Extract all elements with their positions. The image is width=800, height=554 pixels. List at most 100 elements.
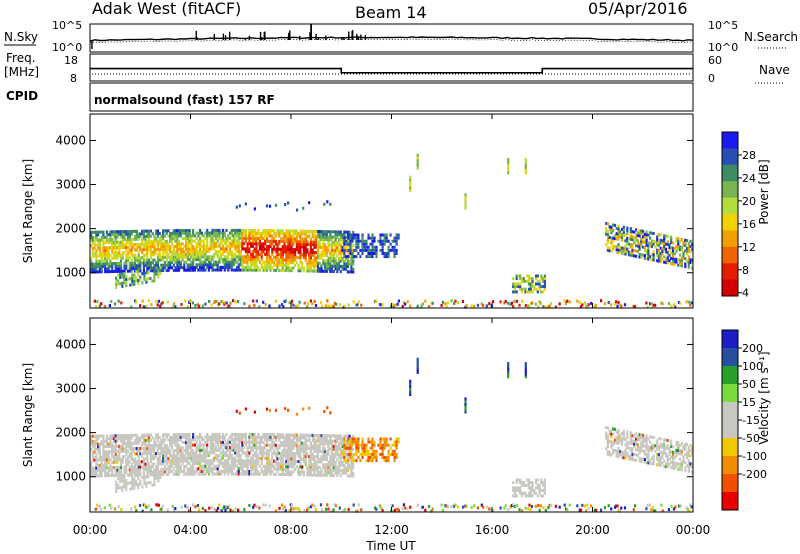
data-cell <box>332 458 335 462</box>
data-cell <box>251 255 254 259</box>
data-cell <box>125 230 128 233</box>
data-cell <box>134 229 137 233</box>
data-cell <box>123 278 126 282</box>
data-cell <box>684 249 687 253</box>
data-cell <box>133 480 136 484</box>
data-cell <box>336 246 339 250</box>
data-cell <box>619 439 622 443</box>
data-cell <box>510 301 513 305</box>
data-cell <box>348 230 351 234</box>
data-cell <box>383 459 386 463</box>
y-tick-label: 3000 <box>55 178 86 192</box>
data-cell <box>167 438 170 442</box>
data-cell <box>320 434 323 438</box>
data-cell <box>165 253 168 257</box>
data-cell <box>308 253 311 257</box>
data-cell <box>95 434 98 438</box>
data-cell <box>90 437 93 441</box>
data-cell <box>258 435 261 439</box>
data-cell <box>237 255 240 259</box>
data-cell <box>255 467 258 471</box>
data-cell <box>133 486 136 490</box>
data-cell <box>232 448 235 452</box>
data-cell <box>211 258 214 261</box>
data-cell <box>535 478 538 482</box>
data-cell <box>162 449 165 453</box>
data-cell <box>512 486 515 490</box>
data-cell <box>316 473 320 477</box>
data-cell <box>409 189 412 192</box>
data-cell <box>397 236 400 240</box>
data-cell <box>635 244 638 248</box>
data-cell <box>119 267 123 271</box>
data-cell <box>280 303 284 306</box>
data-cell <box>299 454 302 458</box>
data-cell <box>642 245 645 249</box>
data-cell <box>199 242 202 246</box>
data-cell <box>276 467 279 471</box>
data-cell <box>186 255 189 259</box>
data-cell <box>324 304 328 308</box>
data-cell <box>302 229 305 233</box>
data-cell <box>361 452 364 456</box>
data-cell <box>197 234 200 238</box>
data-cell <box>691 242 694 246</box>
data-cell <box>100 238 103 242</box>
data-cell <box>144 242 147 246</box>
data-cell <box>250 268 253 272</box>
data-cell <box>109 238 112 242</box>
data-cell <box>343 446 346 450</box>
data-cell <box>278 304 281 308</box>
data-cell <box>253 472 256 476</box>
data-cell <box>188 242 191 246</box>
data-cell <box>626 239 629 243</box>
data-cell <box>375 255 378 259</box>
data-cell <box>192 231 195 235</box>
data-cell <box>540 489 543 493</box>
data-cell <box>262 470 265 474</box>
data-cell <box>125 243 128 247</box>
data-cell <box>387 452 390 456</box>
data-cell <box>313 267 316 270</box>
data-cell <box>338 241 341 245</box>
data-cell <box>149 276 152 280</box>
data-cell <box>409 178 412 182</box>
data-cell <box>583 301 586 305</box>
data-cell <box>118 248 121 252</box>
data-cell <box>112 246 116 250</box>
data-cell <box>363 248 366 252</box>
data-cell <box>176 247 179 251</box>
data-cell <box>343 265 346 268</box>
data-cell <box>116 450 119 454</box>
data-cell <box>209 448 212 452</box>
data-cell <box>125 482 128 485</box>
data-cell <box>272 263 276 267</box>
data-cell <box>255 472 258 476</box>
data-cell <box>304 444 307 448</box>
data-cell <box>145 277 148 281</box>
data-cell <box>334 243 337 247</box>
data-cell <box>318 245 321 249</box>
data-cell <box>294 250 297 254</box>
date-title: 05/Apr/2016 <box>588 0 688 18</box>
data-cell <box>274 242 277 246</box>
data-cell <box>313 455 316 459</box>
data-cell <box>216 440 219 444</box>
data-cell <box>315 434 318 437</box>
data-cell <box>158 446 161 450</box>
data-cell <box>355 239 358 243</box>
data-cell <box>330 463 334 467</box>
data-cell <box>607 300 610 304</box>
data-cell <box>190 456 193 460</box>
data-cell <box>147 299 150 303</box>
data-cell <box>144 438 147 442</box>
data-cell <box>183 472 186 476</box>
data-cell <box>162 258 165 262</box>
data-cell <box>160 302 163 306</box>
data-cell <box>251 258 254 262</box>
data-cell <box>130 433 133 437</box>
data-cell <box>620 238 624 242</box>
data-cell <box>109 270 112 274</box>
data-cell <box>137 245 140 249</box>
data-cell <box>327 447 330 451</box>
